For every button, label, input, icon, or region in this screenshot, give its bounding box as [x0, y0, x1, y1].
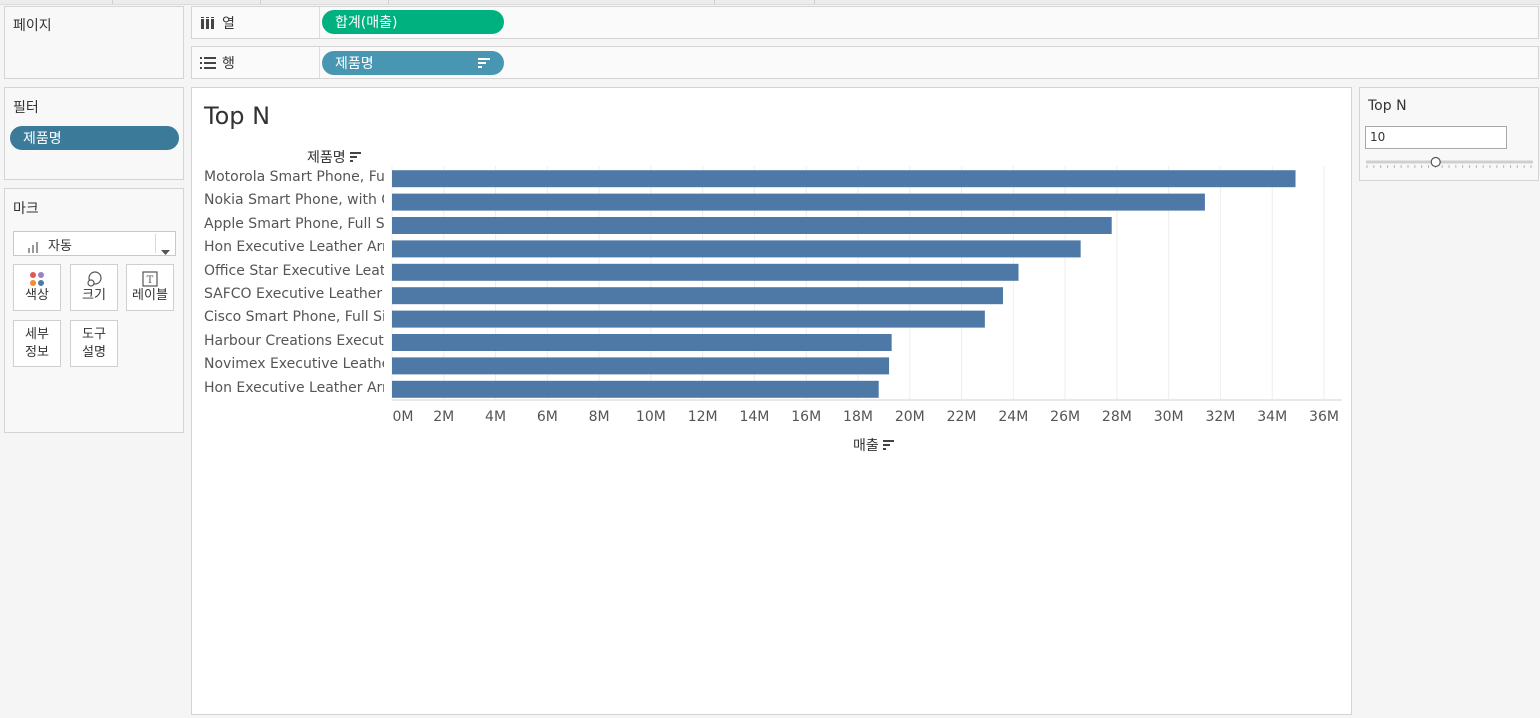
bar[interactable] — [392, 310, 985, 328]
x-tick-label: 30M — [1153, 409, 1184, 425]
filter-pill-product-name[interactable]: 제품명 — [10, 126, 179, 150]
columns-shelf[interactable]: 열 합계(매출) — [191, 6, 1539, 39]
x-tick-label: 26M — [1050, 409, 1081, 425]
rows-label-text: 행 — [222, 55, 235, 72]
marks-card: 마크 자동 색상 크기 T 레이블 세부 정보 도구 설명 — [4, 188, 184, 433]
bar-chart — [391, 166, 1342, 401]
columns-label-text: 열 — [222, 15, 235, 32]
x-tick-label: 24M — [998, 409, 1029, 425]
mark-type-value: 자동 — [48, 239, 72, 254]
sort-descending-icon — [478, 57, 490, 73]
detail-button-label-1: 세부 — [25, 326, 49, 342]
color-button[interactable]: 색상 — [13, 264, 61, 311]
rows-shelf[interactable]: 행 제품명 — [191, 46, 1539, 79]
size-button[interactable]: 크기 — [70, 264, 118, 311]
viz-pane: Top N 제품명 Motorola Smart Phone, Full.. No… — [191, 87, 1352, 715]
svg-text:T: T — [147, 275, 154, 286]
columns-shelf-label: 열 — [192, 7, 320, 38]
slider-handle[interactable] — [1430, 156, 1441, 168]
parameter-title: Top N — [1368, 98, 1407, 114]
bar[interactable] — [392, 170, 1296, 188]
label-button-label: 레이블 — [132, 287, 168, 303]
detail-button-label-2: 정보 — [25, 344, 49, 360]
bar[interactable] — [392, 240, 1081, 258]
size-button-label: 크기 — [82, 287, 106, 303]
x-tick-label: 16M — [791, 409, 822, 425]
row-header-text: 제품명 — [307, 150, 346, 166]
bar[interactable] — [392, 263, 1019, 281]
x-tick-label: 14M — [739, 409, 770, 425]
tooltip-button-label-1: 도구 — [82, 326, 106, 342]
bar[interactable] — [392, 217, 1112, 234]
sort-icon — [349, 151, 361, 162]
bar[interactable] — [392, 193, 1205, 211]
x-tick-label: 34M — [1257, 409, 1288, 425]
bar[interactable] — [392, 380, 879, 398]
row-label[interactable]: Cisco Smart Phone, Full Size — [204, 309, 384, 326]
tooltip-button[interactable]: 도구 설명 — [70, 320, 118, 367]
x-tick-label: 20M — [894, 409, 925, 425]
row-label[interactable]: Nokia Smart Phone, with C.. — [204, 192, 384, 209]
columns-pill-text: 합계(매출) — [335, 15, 398, 31]
rows-pill-product-name[interactable]: 제품명 — [322, 51, 504, 75]
size-icon — [87, 270, 102, 287]
parameter-slider[interactable] — [1365, 154, 1535, 172]
label-button[interactable]: T 레이블 — [126, 264, 174, 311]
x-tick-label: 0M — [392, 409, 414, 425]
row-label[interactable]: SAFCO Executive Leather A.. — [204, 286, 384, 302]
x-tick-label: 4M — [485, 409, 507, 425]
x-tick-label: 6M — [536, 409, 558, 425]
pages-title: 페이지 — [13, 18, 52, 34]
mark-type-dropdown[interactable]: 자동 — [13, 231, 176, 256]
filter-pill-text: 제품명 — [23, 131, 62, 147]
color-icon — [30, 271, 44, 286]
row-label[interactable]: Hon Executive Leather Arm.. — [204, 239, 384, 256]
bar[interactable] — [392, 287, 1003, 305]
x-tick-label: 22M — [946, 409, 977, 425]
x-axis-title[interactable]: 매출 — [853, 435, 895, 455]
rows-pill-text: 제품명 — [335, 56, 374, 72]
x-tick-label: 10M — [635, 409, 666, 425]
text-label-icon: T — [142, 270, 158, 287]
row-header[interactable]: 제품명 — [307, 147, 362, 167]
bar[interactable] — [392, 357, 890, 375]
bar[interactable] — [392, 334, 892, 351]
color-button-label: 색상 — [25, 287, 49, 303]
filters-card: 필터 제품명 — [4, 87, 184, 180]
bar-chart-icon — [28, 238, 40, 257]
pages-card: 페이지 — [4, 6, 184, 79]
row-label[interactable]: Apple Smart Phone, Full Si.. — [204, 215, 384, 232]
rows-icon — [200, 56, 216, 69]
rows-shelf-label: 행 — [192, 47, 320, 78]
top-toolbar-strip — [0, 0, 1540, 5]
marks-title: 마크 — [13, 201, 39, 217]
chevron-down-icon — [161, 241, 170, 260]
parameter-value-input[interactable]: 10 — [1365, 126, 1507, 149]
filters-title: 필터 — [13, 100, 39, 116]
viz-title: Top N — [204, 102, 271, 130]
tooltip-button-label-2: 설명 — [82, 344, 106, 360]
x-tick-label: 2M — [433, 409, 455, 425]
row-label[interactable]: Harbour Creations Executiv.. — [204, 332, 384, 349]
row-label[interactable]: Hon Executive Leather Arm.. — [204, 379, 384, 396]
x-axis-title-text: 매출 — [853, 438, 879, 454]
columns-pill-sum-sales[interactable]: 합계(매출) — [322, 10, 504, 34]
x-tick-label: 36M — [1309, 409, 1339, 425]
x-tick-label: 18M — [843, 409, 873, 425]
x-tick-label: 32M — [1205, 409, 1236, 425]
row-label[interactable]: Motorola Smart Phone, Full.. — [204, 169, 384, 185]
x-tick-label: 12M — [687, 409, 718, 425]
row-label[interactable]: Office Star Executive Leath.. — [204, 262, 384, 279]
parameter-control-top-n: Top N 10 — [1359, 87, 1539, 181]
detail-button[interactable]: 세부 정보 — [13, 320, 61, 367]
row-label[interactable]: Novimex Executive Leather.. — [204, 356, 384, 373]
columns-icon — [200, 16, 216, 29]
x-tick-label: 28M — [1101, 409, 1132, 425]
dropdown-divider — [155, 234, 156, 253]
x-tick-label: 8M — [588, 409, 610, 425]
sort-icon — [882, 439, 894, 450]
